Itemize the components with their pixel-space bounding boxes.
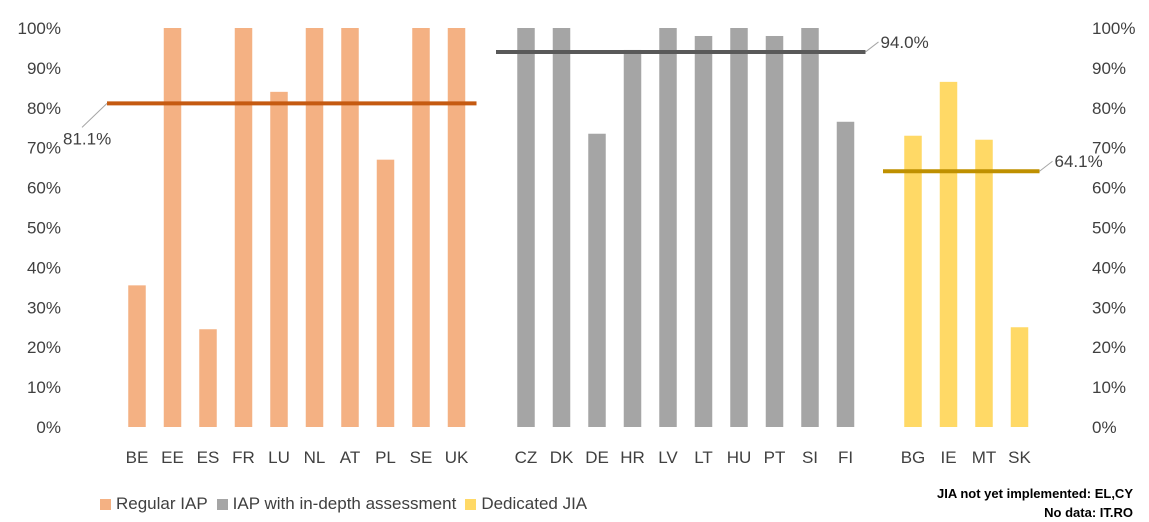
average-lines: 81.1% 94.0% 64.1% [63,33,1103,174]
y-tick-label-right: 20% [1092,338,1126,357]
bar-fr [234,28,253,427]
x-tick-label: SE [410,448,433,467]
y-tick-label-left: 0% [36,418,61,437]
bar-cz [517,28,535,427]
x-tick-label: UK [445,448,469,467]
y-tick-label-left: 80% [27,99,61,118]
y-tick-label-right: 40% [1092,258,1126,277]
bar-lu [270,91,288,427]
bar-se [412,28,430,427]
x-tick-label: BE [126,448,149,467]
legend-swatch [100,498,111,510]
bar-si [801,28,819,427]
y-tick-label-right: 30% [1092,298,1126,317]
legend-item-dedicated-jia: Dedicated JIA [465,494,587,514]
x-tick-label: BG [901,448,926,467]
y-tick-label-right: 80% [1092,99,1126,118]
legend-swatch [216,498,228,510]
y-tick-label-right: 100% [1092,19,1135,38]
x-tick-label: ES [197,448,220,467]
average-data-label: 94.0% [881,33,929,52]
x-tick-label: LT [694,448,713,467]
y-tick-label-left: 60% [27,179,61,198]
average-data-label: 64.1% [1055,152,1103,171]
bar-dk [552,28,571,427]
x-tick-label: AT [340,448,360,467]
y-tick-label-right: 60% [1092,179,1126,198]
x-tick-label: PT [764,448,786,467]
right-y-axis: 0% 10% 20% 30% 40% 50% 60% 70% 80% 90% 100% [1092,19,1135,437]
bar-bg [904,135,922,428]
bar-mt [975,139,993,427]
bar-hu [730,28,748,427]
x-tick-label: MT [972,448,997,467]
legend-swatch [465,498,477,510]
legend-item-iap-in-depth: IAP with in-depth assessment [216,494,457,514]
bar-fi [836,121,855,427]
bar-lv [659,28,677,427]
average-data-label: 81.1% [63,129,111,148]
x-tick-label: DK [550,448,574,467]
x-axis-categories: BE EE ES FR LU NL AT PL SE UK CZ DK DE HR LV LT HU PT SI FI… [126,448,1032,467]
y-tick-label-left: 50% [27,219,61,238]
average-leader-line [1039,160,1053,172]
average-leader-line [865,41,879,53]
note-not-implemented: JIA not yet implemented: EL,CY [937,486,1133,501]
x-tick-label: NL [304,448,326,467]
chart-notes: JIA not yet implemented: EL,CY No data: … [937,484,1133,522]
bar-hr [623,49,642,427]
bar-es [199,329,217,427]
bar-uk [447,28,466,427]
y-tick-label-left: 30% [27,298,61,317]
y-tick-label-right: 90% [1092,59,1126,78]
x-tick-label: FI [838,448,853,467]
y-tick-label-left: 100% [18,19,61,38]
legend-label: IAP with in-depth assessment [232,494,457,513]
y-tick-label-right: 50% [1092,219,1126,238]
average-leader-line [81,103,108,128]
x-tick-label: HU [727,448,752,467]
x-tick-label: DE [585,448,609,467]
y-tick-label-left: 70% [27,139,61,158]
x-tick-label: PL [375,448,396,467]
y-tick-label-left: 20% [27,338,61,357]
bar-ee [163,28,182,427]
y-tick-label-right: 10% [1092,378,1126,397]
bar-de [588,133,606,428]
x-tick-label: LU [268,448,290,467]
x-tick-label: HR [620,448,645,467]
bar-lt [694,35,713,427]
y-tick-label-right: 0% [1092,418,1117,437]
x-tick-label: LV [658,448,678,467]
bar-chart: 0% 10% 20% 30% 40% 50% 60% 70% 80% 90% 100% 0% 10% 2… [18,19,1136,467]
legend: Regular IAP IAP with in-depth assessment… [100,494,596,514]
x-tick-label: CZ [515,448,538,467]
y-tick-label-left: 90% [27,59,61,78]
bar-pt [765,35,784,427]
y-tick-label-right: 70% [1092,139,1126,158]
y-tick-label-left: 40% [27,258,61,277]
x-tick-label: SK [1008,448,1031,467]
bar-pl [376,159,395,428]
bar-sk [1010,327,1029,427]
bar-at [341,28,359,427]
x-tick-label: EE [161,448,184,467]
bar-be [128,285,146,427]
legend-item-regular-iap: Regular IAP [100,494,208,514]
left-y-axis: 0% 10% 20% 30% 40% 50% 60% 70% 80% 90% 100% [18,19,61,437]
x-tick-label: FR [232,448,255,467]
bar-nl [305,28,324,427]
y-tick-label-left: 10% [27,378,61,397]
legend-label: Dedicated JIA [481,494,588,513]
bars [128,28,1029,428]
x-tick-label: IE [940,448,956,467]
legend-label: Regular IAP [116,494,208,513]
note-no-data: No data: IT.RO [1044,505,1133,520]
bar-ie [939,81,958,428]
x-tick-label: SI [802,448,818,467]
